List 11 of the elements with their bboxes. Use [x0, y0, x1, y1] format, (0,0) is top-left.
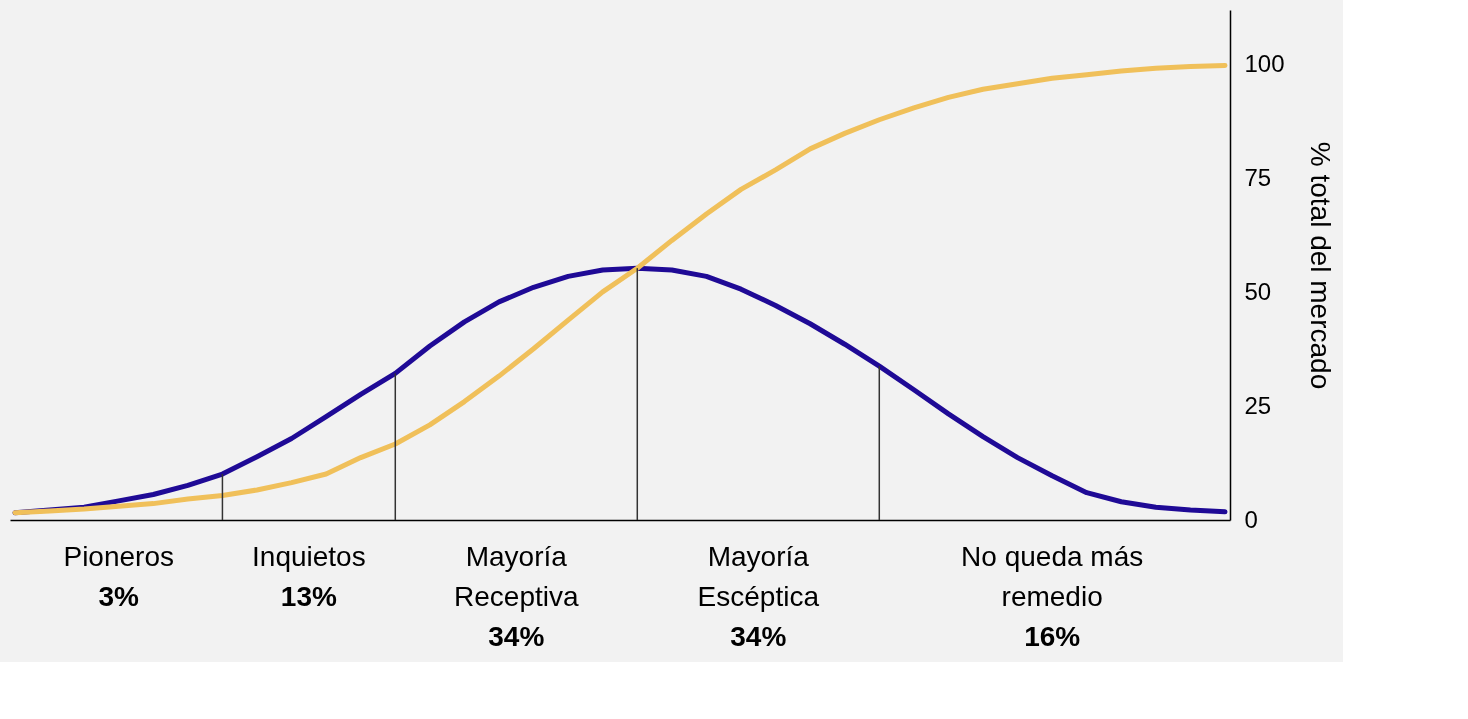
- text: Mayoría Receptiva 34%: [454, 541, 579, 652]
- y-tick-label: 25: [1244, 391, 1272, 419]
- text: Mayoría Escéptica 34%: [697, 541, 819, 652]
- text: No queda más remedio 16%: [961, 541, 1144, 652]
- y-tick-label: 100: [1244, 50, 1285, 78]
- y-tick-label: 75: [1244, 163, 1272, 191]
- text: Inquietos 13%: [252, 541, 366, 612]
- text: Pioneros 3%: [63, 541, 174, 612]
- y-axis-title: % total del mercado: [1304, 141, 1336, 390]
- y-tick-label: 0: [1244, 505, 1258, 533]
- y-tick-label: 50: [1244, 277, 1272, 305]
